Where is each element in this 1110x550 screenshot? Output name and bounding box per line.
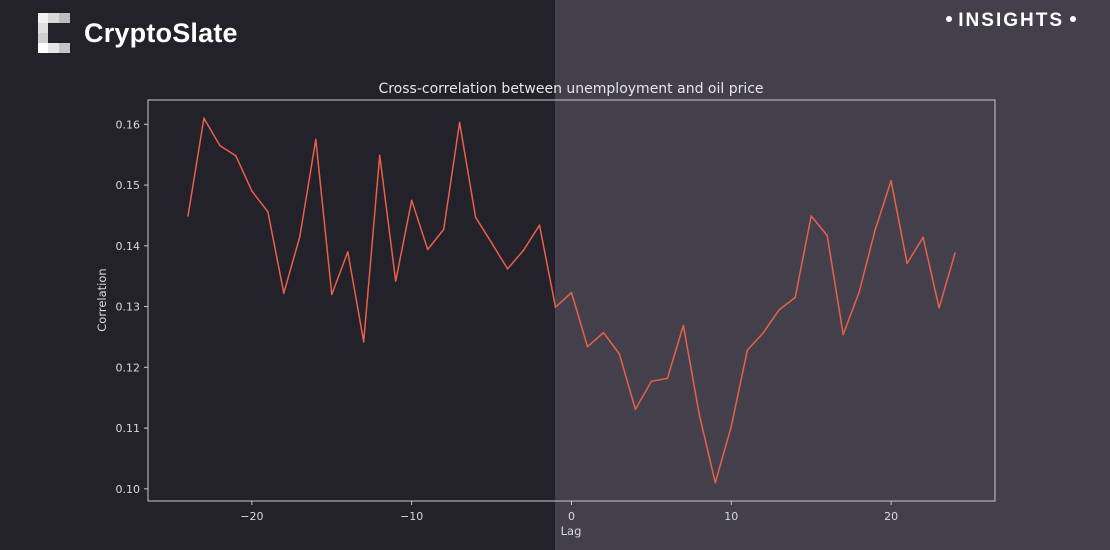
data-point [714,481,717,484]
data-point [730,425,733,428]
data-point [267,210,269,213]
data-point [682,324,685,327]
data-point [490,241,493,244]
y-tick-label: 0.11 [116,422,141,435]
data-point [586,345,589,348]
data-point [426,248,429,251]
y-tick-label: 0.16 [116,118,141,131]
x-tick-label: −10 [400,510,423,523]
y-tick-label: 0.10 [116,483,141,496]
data-point [890,180,892,182]
data-point [922,236,924,239]
data-point [442,228,445,231]
data-point [650,380,653,383]
x-axis: −20 −10 0 10 20 [240,501,898,523]
y-axis-label: Correlation [95,268,109,331]
data-point [458,121,461,124]
data-point [906,262,908,265]
data-point [778,308,781,311]
y-tick-label: 0.15 [116,179,141,192]
data-point [554,306,557,308]
data-point [634,408,637,411]
data-point [219,144,221,147]
data-point [810,215,813,217]
plot-frame [147,99,996,502]
data-point [410,199,413,202]
insights-label: INSIGHTS [958,10,1064,31]
data-point [522,249,525,251]
data-point [698,413,701,416]
data-point [762,331,765,334]
data-point [378,154,381,157]
bullet-icon [946,16,953,23]
data-point [330,293,333,296]
data-point [394,280,397,282]
data-point [858,291,860,293]
y-tick-label: 0.14 [116,240,141,253]
insights-badge: INSIGHTS [940,10,1082,32]
data-point [235,155,237,157]
data-point [251,190,253,192]
bullet-icon [1070,16,1076,23]
data-point [299,235,301,238]
y-tick-label: 0.13 [116,301,141,314]
data-point [746,349,749,352]
data-point [842,333,844,336]
data-points [187,117,956,484]
brand-name: CryptoSlate [84,17,238,48]
data-point [954,252,956,254]
data-point [570,291,573,294]
y-tick-label: 0.12 [116,361,141,374]
data-point [346,251,349,253]
data-point [187,215,189,217]
x-axis-label: Lag [561,524,582,538]
x-tick-label: 0 [568,510,575,523]
background-right-panel [555,0,1110,550]
data-point [506,268,509,270]
brand: CryptoSlate [38,13,238,53]
chart-title: Cross-correlation between unemployment a… [378,81,763,97]
data-point [874,229,876,231]
data-point [602,331,605,334]
data-point [315,138,317,141]
data-point [794,296,797,299]
data-point [474,216,477,219]
data-point [938,306,940,309]
background-left-panel [0,0,555,550]
data-point [826,234,828,237]
data-point [666,377,669,380]
data-point [362,341,365,343]
data-point [283,292,285,295]
correlation-series-line [187,117,956,484]
x-tick-label: 10 [724,510,738,523]
cryptoslate-logo-icon [38,13,70,53]
data-point [538,224,541,226]
y-axis: 0.10 0.11 0.12 0.13 0.14 0.15 0.16 [116,118,148,496]
data-point [203,117,205,120]
x-tick-label: −20 [240,510,263,523]
data-point [618,353,621,355]
x-tick-label: 20 [884,510,898,523]
